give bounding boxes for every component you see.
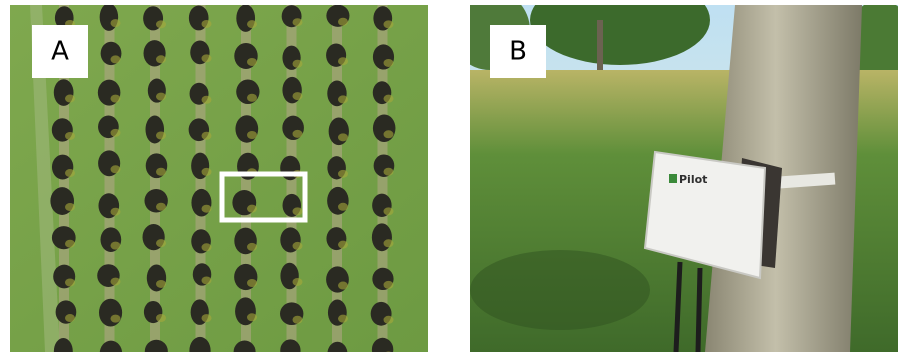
tree-halo <box>65 169 75 177</box>
tree-halo <box>384 351 394 356</box>
tree-halo <box>247 20 257 28</box>
logo-icon <box>669 174 677 183</box>
tree-halo <box>338 315 348 323</box>
tree-halo <box>247 205 257 213</box>
tree-halo <box>384 20 394 28</box>
tree-halo <box>65 203 75 211</box>
tree-halo <box>111 315 121 323</box>
tree-halo <box>202 243 212 251</box>
tree-halo <box>384 130 394 138</box>
panel-label: B <box>509 37 527 67</box>
tree <box>99 299 122 327</box>
tree-halo <box>247 94 257 102</box>
tree-halo <box>202 314 212 322</box>
tree-halo <box>111 19 121 27</box>
tree-halo <box>202 132 212 140</box>
tree-halo <box>384 207 394 215</box>
tree-halo <box>384 239 394 247</box>
tree-halo <box>111 242 121 250</box>
tree-halo <box>384 168 394 176</box>
tree-halo <box>156 168 166 176</box>
panel-label: A <box>51 37 69 67</box>
tree-halo <box>293 130 303 138</box>
tree-halo <box>247 58 257 66</box>
tree-halo <box>384 95 394 103</box>
tree-halo <box>202 205 212 213</box>
tree-halo <box>293 278 303 286</box>
tree-halo <box>111 129 121 137</box>
tree-halo <box>293 316 303 324</box>
tree-halo <box>202 168 212 176</box>
tree-halo <box>247 243 257 251</box>
device-brand: Pilot <box>679 173 707 186</box>
tree-halo <box>156 20 166 28</box>
tree <box>327 187 349 215</box>
tree-halo <box>111 95 121 103</box>
tree-halo <box>384 316 394 324</box>
tree-halo <box>338 57 348 65</box>
tree-halo <box>65 240 75 248</box>
tree-halo <box>111 55 121 63</box>
tree-halo <box>384 59 394 67</box>
tree-halo <box>156 93 166 101</box>
tree-halo <box>293 92 303 100</box>
tree-halo <box>384 281 394 289</box>
tree-halo <box>338 95 348 103</box>
tree-halo <box>293 352 303 356</box>
tree-halo <box>65 132 75 140</box>
tree-halo <box>293 207 303 215</box>
tree-halo <box>156 314 166 322</box>
tree-halo <box>247 131 257 139</box>
tree <box>236 80 259 104</box>
tree-halo <box>65 279 75 287</box>
tree-halo <box>111 278 121 286</box>
tree-halo <box>156 55 166 63</box>
tree-halo <box>202 20 212 28</box>
tree-halo <box>338 133 348 141</box>
tree-halo <box>65 314 75 322</box>
tree-halo <box>202 276 212 284</box>
tree-halo <box>293 18 303 26</box>
tree-halo <box>111 165 121 173</box>
tree <box>373 114 396 142</box>
tree <box>235 115 258 142</box>
tree-halo <box>338 170 348 178</box>
tree-halo <box>293 242 303 250</box>
tree-halo <box>202 96 212 104</box>
tree-halo <box>338 18 348 26</box>
tree-halo <box>338 241 348 249</box>
tree-halo <box>338 282 348 290</box>
tree-halo <box>111 208 121 216</box>
tree-halo <box>247 279 257 287</box>
tree-halo <box>202 353 212 356</box>
tree-halo <box>156 203 166 211</box>
tree-halo <box>338 203 348 211</box>
figure: A Pilot B <box>0 0 901 356</box>
tree-halo <box>156 132 166 140</box>
tree-halo <box>156 239 166 247</box>
tree-halo <box>156 280 166 288</box>
page: A Pilot B (() => { const data = JSON.par… <box>0 0 901 356</box>
tree <box>329 117 349 145</box>
shadow <box>470 250 650 330</box>
tree-halo <box>202 54 212 62</box>
tree-halo <box>65 95 75 103</box>
tree-halo <box>293 60 303 68</box>
tree-halo <box>247 313 257 321</box>
